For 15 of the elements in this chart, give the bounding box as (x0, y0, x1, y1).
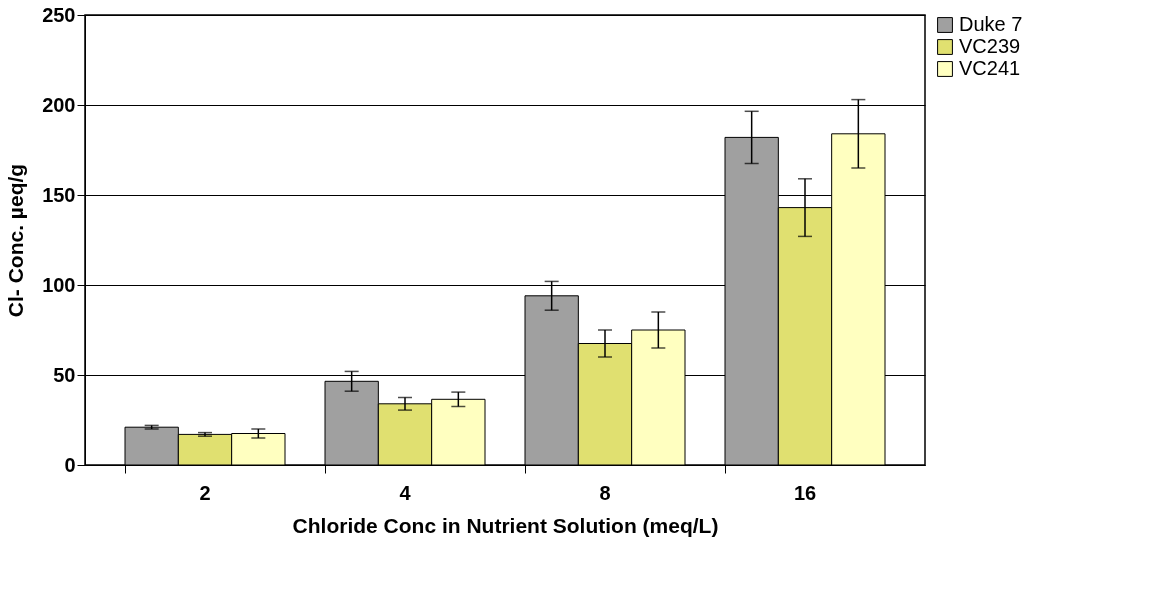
x-tick-label: 8 (599, 481, 611, 504)
x-tick-label: 16 (793, 481, 817, 504)
y-tick-label: 50 (53, 363, 76, 386)
x-tick-label: 2 (199, 481, 211, 504)
y-tick-label: 200 (42, 93, 76, 116)
legend-label: Duke 7 (959, 13, 1023, 35)
y-tick-label: 150 (42, 183, 76, 206)
legend-label: VC241 (959, 57, 1021, 79)
y-tick-label: 0 (64, 453, 76, 476)
legend-label: VC239 (959, 35, 1021, 57)
x-tick-label: 4 (399, 481, 412, 504)
x-axis-title: Chloride Conc in Nutrient Solution (meq/L) (292, 513, 719, 537)
y-axis-title: Cl- Conc. µeq/g (4, 163, 28, 318)
y-tick-label: 100 (42, 273, 76, 296)
y-tick-label: 250 (42, 3, 76, 26)
